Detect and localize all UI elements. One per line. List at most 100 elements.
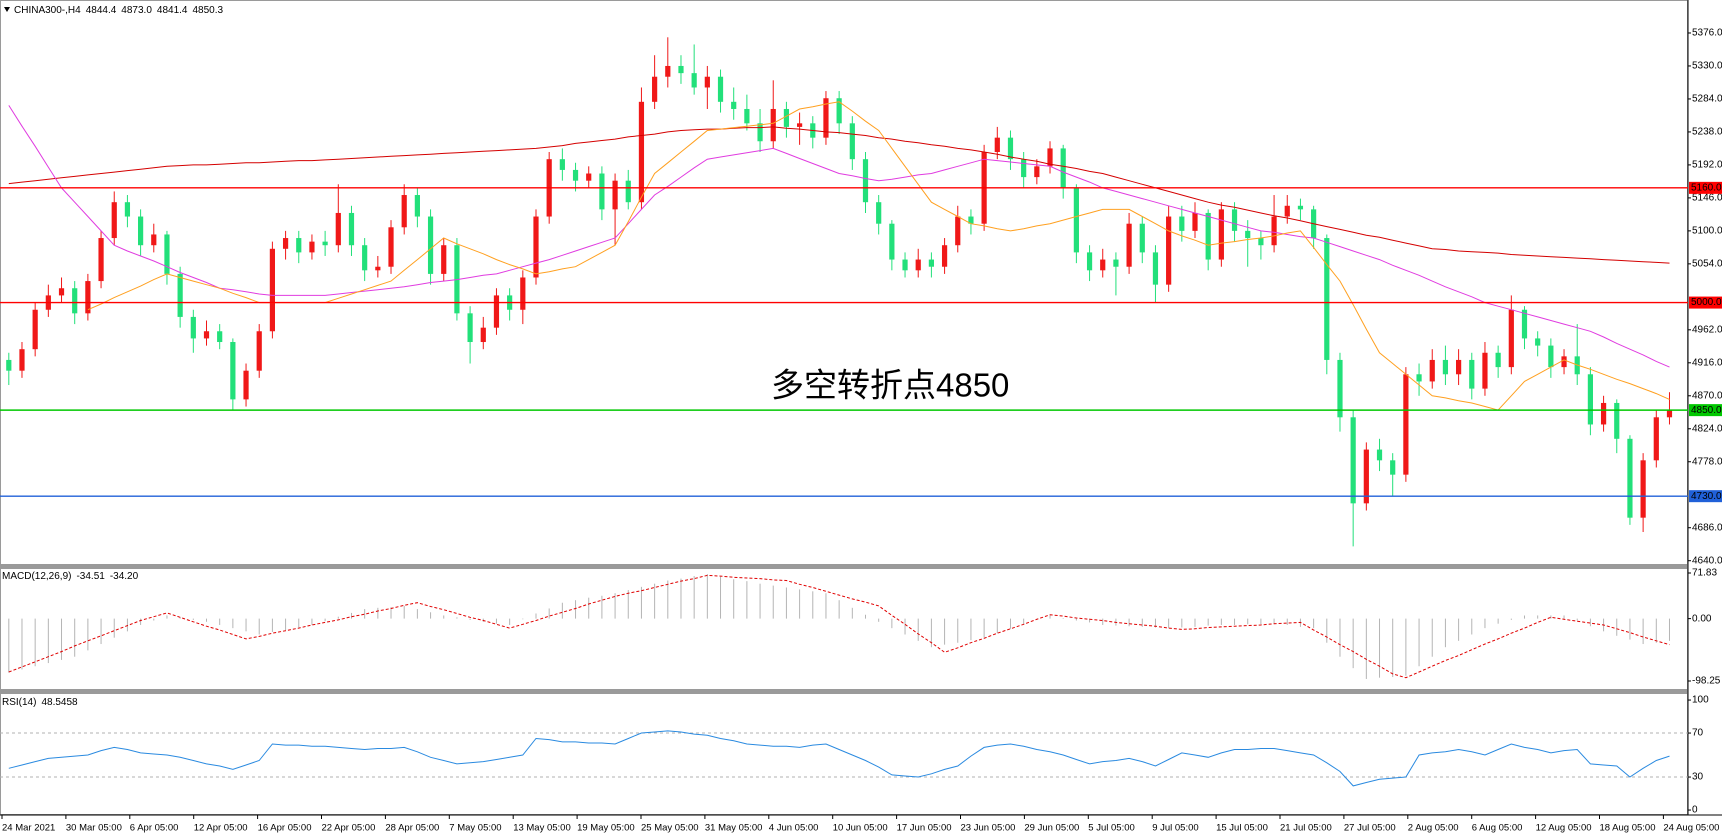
candle-body xyxy=(1456,359,1462,375)
candle-body xyxy=(467,313,473,343)
candle-body xyxy=(1508,309,1514,368)
x-tick-label: 9 Jul 05:00 xyxy=(1152,823,1198,834)
y-tick-label: 100 xyxy=(1692,695,1709,706)
moving-average xyxy=(8,105,1670,368)
x-tick-label: 16 Apr 05:00 xyxy=(258,823,312,834)
candle-body xyxy=(282,238,289,249)
candle-body xyxy=(1324,238,1330,360)
candle-body xyxy=(362,245,368,271)
candle-body xyxy=(876,202,882,224)
x-tick-label: 17 Jun 05:00 xyxy=(897,823,952,834)
x-tick-label: 4 Jun 05:00 xyxy=(769,823,819,834)
candle-body xyxy=(770,108,776,142)
candle-body xyxy=(994,137,1000,153)
candle-body xyxy=(823,98,829,138)
candle-body xyxy=(309,241,315,253)
y-tick-label: 4686.0 xyxy=(1692,522,1722,533)
candle-body xyxy=(1403,374,1409,475)
x-tick-label: 6 Apr 05:00 xyxy=(130,823,179,834)
candle-body xyxy=(1258,238,1264,246)
candle-body xyxy=(151,234,157,246)
candle-body xyxy=(572,169,579,181)
candle-body xyxy=(1113,259,1119,267)
y-tick-label: 0.00 xyxy=(1692,613,1712,624)
candle-body xyxy=(138,216,144,246)
y-tick-label: 4640.0 xyxy=(1692,555,1722,566)
candle-body xyxy=(1429,359,1435,382)
x-tick-label: 10 Jun 05:00 xyxy=(833,823,888,834)
candle-body xyxy=(586,173,592,181)
candle-body xyxy=(955,216,961,246)
y-tick-label: 4962.0 xyxy=(1692,324,1722,335)
candle-body xyxy=(638,101,645,203)
rsi-line xyxy=(8,730,1670,787)
header-value: 4844.4 xyxy=(86,5,117,16)
candle-body xyxy=(1653,417,1659,461)
candle-body xyxy=(296,238,302,253)
candle-body xyxy=(1047,148,1053,167)
header-value: 4873.0 xyxy=(121,5,152,16)
header-label: MACD(12,26,9) xyxy=(2,571,71,582)
y-tick-label: 4870.0 xyxy=(1692,390,1722,401)
candle-body xyxy=(678,65,684,74)
header-value: -34.51 xyxy=(76,571,105,582)
candle-body xyxy=(757,123,763,142)
candle-body xyxy=(493,295,500,328)
x-tick-label: 19 May 05:00 xyxy=(577,823,635,834)
y-tick-label: 5100.0 xyxy=(1692,226,1722,237)
candle-body xyxy=(559,159,565,170)
y-tick-label: 4916.0 xyxy=(1692,357,1722,368)
candle-body xyxy=(427,216,434,274)
indicator-header: CHINA300-,H4 4844.4 4873.0 4841.4 4850.3 xyxy=(14,5,224,16)
y-tick-label: 5238.0 xyxy=(1692,127,1722,138)
candle-body xyxy=(849,123,855,160)
level-box xyxy=(1689,296,1722,309)
candle-body xyxy=(1416,374,1422,382)
x-tick-label: 5 Jul 05:00 xyxy=(1088,823,1134,834)
menu-arrow[interactable] xyxy=(4,7,10,12)
candle-body xyxy=(625,180,631,203)
candle-body xyxy=(1152,252,1159,285)
x-tick-label: 27 Jul 05:00 xyxy=(1344,823,1396,834)
candle-body xyxy=(1034,166,1040,178)
x-tick-label: 12 Apr 05:00 xyxy=(194,823,248,834)
header-label: RSI(14) xyxy=(2,697,36,708)
level-box xyxy=(1689,490,1722,503)
x-tick-label: 7 May 05:00 xyxy=(449,823,501,834)
candle-body xyxy=(941,245,948,267)
header-value: 48.5458 xyxy=(41,697,78,708)
candle-body xyxy=(704,76,710,88)
level-label: 5000.0 xyxy=(1691,297,1722,308)
y-tick-label: 5054.0 xyxy=(1692,258,1722,269)
candle-body xyxy=(744,108,750,124)
moving-average xyxy=(87,101,1670,411)
candle-body xyxy=(1469,359,1475,389)
candle-body xyxy=(1390,460,1396,475)
candle-body xyxy=(1126,223,1132,267)
candle-body xyxy=(1139,223,1145,253)
y-tick-label: 5284.0 xyxy=(1692,94,1722,105)
panel-separator xyxy=(0,690,1688,693)
y-tick-label: 0 xyxy=(1692,805,1698,816)
candle-body xyxy=(1482,352,1488,389)
level-box xyxy=(1689,181,1722,194)
candle-body xyxy=(1245,230,1251,239)
candle-body xyxy=(177,273,183,317)
x-tick-label: 22 Apr 05:00 xyxy=(322,823,376,834)
candle-body xyxy=(1073,187,1079,253)
candle-body xyxy=(19,349,25,371)
x-tick-label: 2 Aug 05:00 xyxy=(1408,823,1459,834)
candle-body xyxy=(1205,212,1211,260)
candle-body xyxy=(1521,309,1528,339)
candle-body xyxy=(1086,252,1093,271)
candle-body xyxy=(348,212,355,246)
x-tick-label: 25 May 05:00 xyxy=(641,823,699,834)
y-tick-label: 71.83 xyxy=(1692,568,1717,579)
candle-body xyxy=(230,342,236,400)
candle-body xyxy=(1007,137,1014,160)
candle-body xyxy=(190,316,196,339)
candle-body xyxy=(889,223,895,260)
header-value: -34.20 xyxy=(110,571,139,582)
candle-body xyxy=(1561,356,1567,368)
level-box xyxy=(1689,404,1722,417)
